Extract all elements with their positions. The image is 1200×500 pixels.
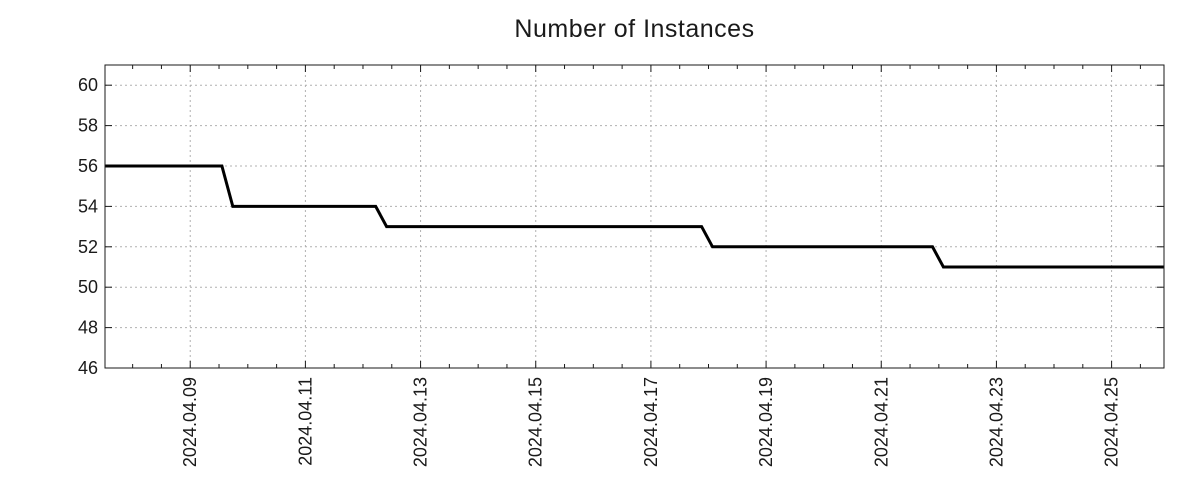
- x-tick-label: 2024.04.13: [411, 377, 431, 467]
- x-tick-label: 2024.04.09: [180, 377, 200, 467]
- y-tick-label: 58: [78, 116, 98, 136]
- chart-title: Number of Instances: [514, 15, 755, 43]
- y-tick-label: 54: [78, 196, 98, 216]
- x-tick-label: 2024.04.21: [871, 377, 891, 467]
- data-line-instances: [105, 164, 1164, 269]
- y-tick-label: 52: [78, 237, 98, 257]
- x-tick-label: 2024.04.23: [986, 377, 1006, 467]
- y-tick-label: 48: [78, 318, 98, 338]
- x-tick-label: 2024.04.19: [756, 377, 776, 467]
- x-tick-label: 2024.04.17: [641, 377, 661, 467]
- y-tick-label: 56: [78, 156, 98, 176]
- x-tick-label: 2024.04.11: [295, 377, 315, 466]
- x-tick-label: 2024.04.25: [1102, 377, 1122, 467]
- y-tick-label: 60: [78, 75, 98, 95]
- plot-border: [104, 64, 1165, 369]
- y-tick-label: 50: [78, 277, 98, 297]
- y-tick-label: 46: [78, 358, 98, 378]
- x-tick-label: 2024.04.15: [526, 377, 546, 467]
